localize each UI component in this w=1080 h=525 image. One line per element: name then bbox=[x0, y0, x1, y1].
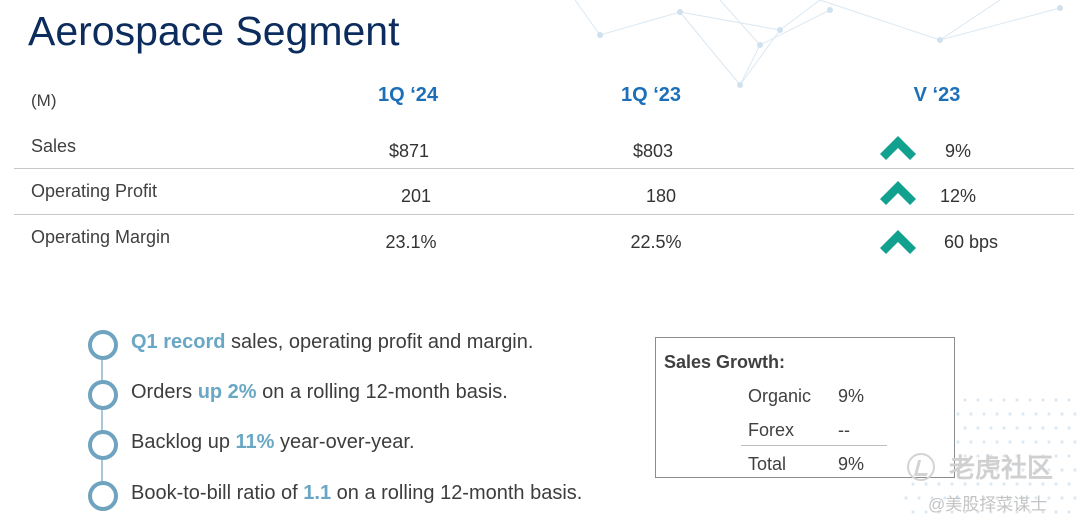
sales-growth-box: Sales Growth: Organic 9% Forex -- Total … bbox=[655, 337, 955, 478]
bullet-text-part: Backlog up bbox=[131, 431, 236, 453]
row-label-sales: Sales bbox=[31, 136, 77, 156]
bullet-text-part: on a rolling 12-month basis. bbox=[256, 381, 508, 403]
highlight-text: up 2% bbox=[197, 381, 257, 403]
ring-bullet-icon bbox=[88, 330, 118, 360]
bullet-text: Q1 record sales, operating profit and ma… bbox=[131, 331, 533, 354]
bullet-text-part: year-over-year. bbox=[274, 431, 415, 453]
bullet-text: Book-to-bill ratio of 1.1 on a rolling 1… bbox=[131, 482, 582, 505]
bullet-text-part: Orders bbox=[131, 381, 198, 403]
cell-operating-margin-q1-23: 22.5% bbox=[630, 232, 682, 252]
cell-operating-profit-q1-23: 180 bbox=[645, 186, 677, 206]
list-item: Backlog up 11% year-over-year. bbox=[86, 427, 646, 461]
bullet-text: Backlog up 11% year-over-year. bbox=[131, 431, 415, 454]
total-divider bbox=[741, 445, 887, 446]
highlight-text: 1.1 bbox=[303, 482, 332, 504]
list-item: Orders up 2% on a rolling 12-month basis… bbox=[86, 377, 646, 411]
sales-growth-label-total: Total bbox=[748, 454, 787, 474]
page-title: Aerospace Segment bbox=[28, 8, 400, 54]
bullet-text: Orders up 2% on a rolling 12-month basis… bbox=[131, 381, 508, 404]
highlight-text: Q1 record bbox=[131, 331, 226, 353]
timeline-connector bbox=[101, 342, 103, 492]
bullet-text-part: on a rolling 12-month basis. bbox=[331, 482, 583, 504]
chevron-up-icon bbox=[880, 230, 916, 254]
watermark-brand-text: 老虎社区 bbox=[949, 453, 1054, 483]
row-label-operating-margin: Operating Margin bbox=[31, 227, 171, 247]
row-label-operating-profit: Operating Profit bbox=[31, 181, 158, 201]
chevron-up-icon bbox=[880, 181, 916, 205]
highlight-text: 11% bbox=[235, 431, 275, 453]
cell-operating-profit-variance: 12% bbox=[940, 186, 977, 206]
list-item: Q1 record sales, operating profit and ma… bbox=[86, 327, 646, 361]
brand-logo-icon bbox=[907, 452, 935, 481]
cell-sales-q1-23: $803 bbox=[632, 141, 674, 161]
sales-growth-value-organic: 9% bbox=[838, 386, 865, 406]
cell-sales-variance: 9% bbox=[945, 141, 972, 161]
watermark-handle: @美股择菜谋士 bbox=[928, 495, 1048, 514]
sales-growth-value-forex: -- bbox=[838, 420, 850, 440]
highlights-list: Q1 record sales, operating profit and ma… bbox=[86, 322, 646, 512]
ring-bullet-icon bbox=[88, 430, 118, 460]
ring-bullet-icon bbox=[88, 380, 118, 410]
cell-operating-margin-q1-24: 23.1% bbox=[385, 232, 437, 252]
bullet-text-part: Book-to-bill ratio of bbox=[131, 482, 304, 504]
watermark-brand: 老虎社区 bbox=[907, 448, 1053, 485]
sales-growth-title: Sales Growth: bbox=[664, 352, 786, 372]
sales-growth-value-total: 9% bbox=[838, 454, 865, 474]
sales-growth-label-organic: Organic bbox=[748, 386, 812, 406]
cell-operating-profit-q1-24: 201 bbox=[400, 186, 432, 206]
bullet-text-part: sales, operating profit and margin. bbox=[225, 331, 534, 353]
chevron-up-icon bbox=[880, 136, 916, 160]
cell-sales-q1-24: $871 bbox=[388, 141, 430, 161]
unit-label: (M) bbox=[31, 91, 57, 110]
row-divider bbox=[14, 214, 1074, 215]
column-header-q1-23: 1Q ‘23 bbox=[620, 84, 682, 106]
sales-growth-label-forex: Forex bbox=[748, 420, 795, 440]
list-item: Book-to-bill ratio of 1.1 on a rolling 1… bbox=[86, 478, 646, 512]
column-header-variance: V ‘23 bbox=[913, 84, 961, 106]
cell-operating-margin-variance: 60 bps bbox=[944, 232, 999, 252]
row-divider bbox=[14, 168, 1074, 169]
ring-bullet-icon bbox=[88, 481, 118, 511]
column-header-q1-24: 1Q ‘24 bbox=[377, 84, 439, 106]
